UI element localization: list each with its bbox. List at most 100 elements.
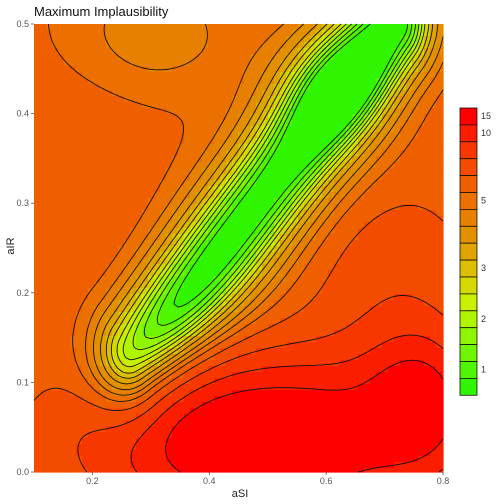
heatmap-cell [88, 78, 95, 85]
heatmap-cell [298, 408, 305, 415]
heatmap-cell [286, 78, 293, 85]
heatmap-cell [394, 468, 401, 473]
heatmap-cell [310, 108, 317, 115]
heatmap-cell [124, 396, 131, 403]
heatmap-cell [262, 270, 269, 277]
heatmap-cell [418, 180, 425, 187]
heatmap-cell [406, 342, 413, 349]
heatmap-cell [208, 360, 215, 367]
heatmap-cell [292, 78, 299, 85]
heatmap-cell [244, 234, 251, 241]
heatmap-cell [430, 282, 437, 289]
heatmap-cell [412, 408, 419, 415]
heatmap-cell [130, 168, 137, 175]
heatmap-cell [226, 186, 233, 193]
heatmap-cell [184, 372, 191, 379]
heatmap-cell [178, 156, 185, 163]
heatmap-cell [292, 288, 299, 295]
heatmap-cell [316, 84, 323, 91]
heatmap-cell [136, 222, 143, 229]
heatmap-cell [202, 168, 209, 175]
heatmap-cell [34, 72, 41, 79]
heatmap-cell [304, 414, 311, 421]
heatmap-cell [46, 390, 53, 397]
heatmap-cell [58, 24, 65, 31]
heatmap-cell [172, 444, 179, 451]
heatmap-cell [196, 276, 203, 283]
heatmap-cell [166, 216, 173, 223]
heatmap-cell [364, 450, 371, 457]
heatmap-cell [328, 162, 335, 169]
heatmap-cell [94, 198, 101, 205]
heatmap-cell [112, 24, 119, 31]
heatmap-cell [88, 276, 95, 283]
heatmap-cell [406, 282, 413, 289]
heatmap-cell [160, 78, 167, 85]
heatmap-cell [46, 210, 53, 217]
heatmap-cell [88, 138, 95, 145]
heatmap-cell [328, 174, 335, 181]
heatmap-cell [58, 246, 65, 253]
heatmap-cell [136, 438, 143, 445]
heatmap-cell [316, 300, 323, 307]
heatmap-cell [358, 252, 365, 259]
heatmap-cell [124, 252, 131, 259]
heatmap-cell [46, 348, 53, 355]
heatmap-cell [118, 192, 125, 199]
heatmap-cell [154, 204, 161, 211]
heatmap-cell [430, 126, 437, 133]
heatmap-cell [268, 408, 275, 415]
heatmap-cell [142, 126, 149, 133]
heatmap-cell [184, 222, 191, 229]
heatmap-cell [232, 162, 239, 169]
heatmap-cell [166, 30, 173, 37]
heatmap-cell [364, 270, 371, 277]
heatmap-cell [352, 120, 359, 127]
heatmap-cell [316, 174, 323, 181]
heatmap-cell [298, 420, 305, 427]
heatmap-cell [418, 468, 425, 473]
heatmap-cell [46, 42, 53, 49]
heatmap-cell [106, 312, 113, 319]
heatmap-cell [166, 354, 173, 361]
heatmap-cell [340, 114, 347, 121]
heatmap-cell [244, 114, 251, 121]
heatmap-cell [328, 372, 335, 379]
heatmap-cell [304, 186, 311, 193]
heatmap-cell [388, 30, 395, 37]
heatmap-cell [376, 348, 383, 355]
heatmap-cell [262, 150, 269, 157]
heatmap-cell [58, 174, 65, 181]
heatmap-cell [172, 36, 179, 43]
heatmap-cell [166, 156, 173, 163]
heatmap-cell [298, 72, 305, 79]
heatmap-cell [340, 216, 347, 223]
heatmap-cell [52, 36, 59, 43]
heatmap-cell [82, 240, 89, 247]
heatmap-cell [118, 72, 125, 79]
heatmap-cell [226, 336, 233, 343]
heatmap-cell [178, 120, 185, 127]
heatmap-cell [304, 258, 311, 265]
heatmap-cell [94, 438, 101, 445]
heatmap-cell [400, 246, 407, 253]
heatmap-cell [382, 114, 389, 121]
heatmap-cell [214, 174, 221, 181]
heatmap-cell [82, 282, 89, 289]
heatmap-cell [148, 402, 155, 409]
heatmap-cell [262, 402, 269, 409]
heatmap-cell [190, 300, 197, 307]
heatmap-cell [346, 114, 353, 121]
heatmap-cell [100, 366, 107, 373]
heatmap-cell [166, 450, 173, 457]
heatmap-cell [298, 96, 305, 103]
heatmap-cell [166, 366, 173, 373]
heatmap-cell [382, 198, 389, 205]
heatmap-cell [160, 114, 167, 121]
heatmap-cell [64, 390, 71, 397]
heatmap-cell [412, 384, 419, 391]
heatmap-cell [82, 438, 89, 445]
heatmap-cell [334, 114, 341, 121]
heatmap-cell [196, 198, 203, 205]
heatmap-cell [70, 78, 77, 85]
